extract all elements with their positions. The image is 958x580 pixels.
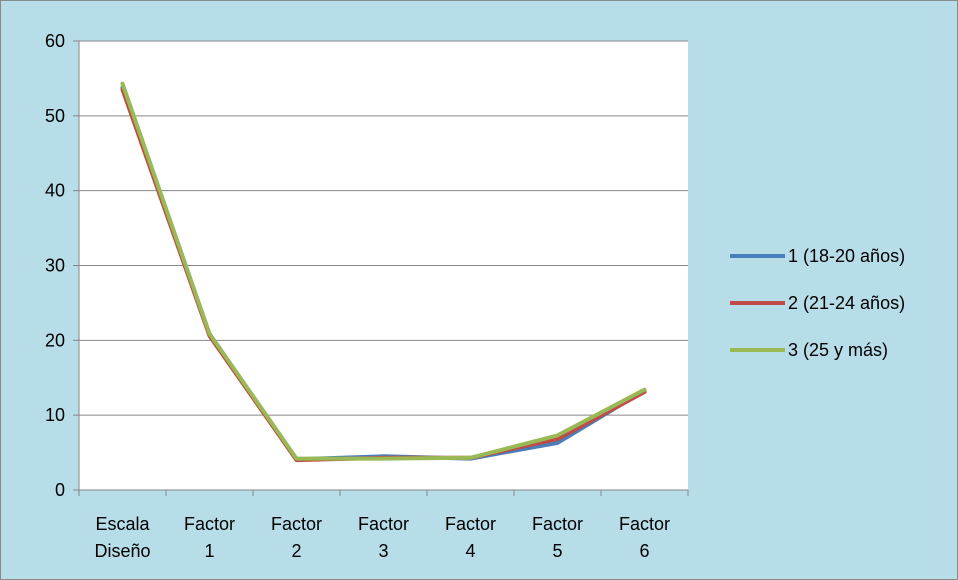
y-tick-label: 10 — [45, 405, 65, 425]
x-tick-label: 5 — [552, 541, 562, 561]
x-tick-label: 2 — [291, 541, 301, 561]
y-tick-label: 20 — [45, 330, 65, 350]
y-tick-label: 30 — [45, 256, 65, 276]
x-tick-label: 4 — [465, 541, 475, 561]
x-tick-label: 1 — [204, 541, 214, 561]
x-tick-label: Factor — [358, 514, 409, 534]
legend: 1 (18-20 años) 2 (21-24 años) 3 (25 y más) — [730, 246, 905, 360]
series-line-3 — [120, 81, 647, 461]
legend-label-3: 3 (25 y más) — [788, 340, 888, 360]
legend-label-1: 1 (18-20 años) — [788, 246, 905, 266]
x-tick-label: 3 — [378, 541, 388, 561]
axes — [73, 40, 689, 496]
x-tick-label: Factor — [445, 514, 496, 534]
legend-label-2: 2 (21-24 años) — [788, 293, 905, 313]
x-tick-label: Factor — [619, 514, 670, 534]
y-tick-label: 40 — [45, 181, 65, 201]
y-tick-label: 50 — [45, 106, 65, 126]
x-tick-label: Factor — [271, 514, 322, 534]
x-tick-label: Diseño — [94, 541, 150, 561]
x-tick-label: Factor — [184, 514, 235, 534]
x-tick-label: Escala — [95, 514, 150, 534]
y-tick-label: 0 — [55, 480, 65, 500]
x-tick-labels: Escala Diseño Factor 1 Factor 2 Factor 3 Factor 4… — [94, 514, 670, 561]
x-tick-label: 6 — [639, 541, 649, 561]
y-tick-label: 60 — [45, 31, 65, 51]
y-gridlines — [79, 40, 688, 416]
series-lines — [120, 81, 647, 463]
y-tick-labels: 0 10 20 30 40 50 60 — [45, 31, 65, 500]
x-tick-label: Factor — [532, 514, 583, 534]
